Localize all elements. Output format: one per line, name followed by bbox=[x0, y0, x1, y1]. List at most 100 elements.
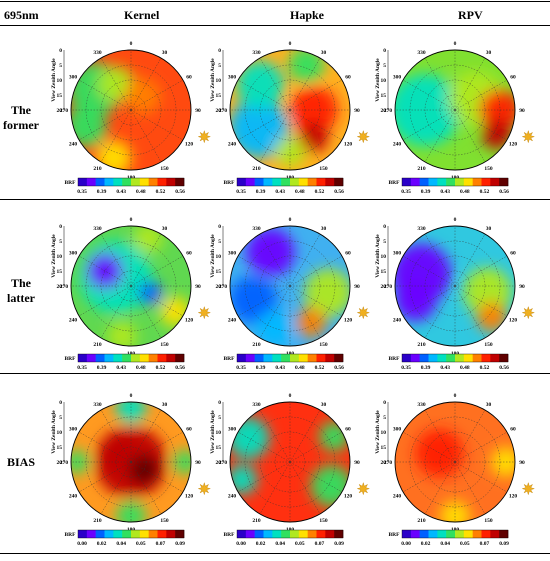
colorbar-tick-label: 0.43 bbox=[275, 189, 285, 195]
radial-tick-label: 0 bbox=[218, 224, 221, 230]
header-rule bbox=[0, 25, 550, 26]
azimuth-tick-label: 330 bbox=[93, 50, 102, 56]
azimuth-tick-label: 210 bbox=[252, 166, 261, 172]
azimuth-tick-label: 150 bbox=[484, 342, 493, 348]
colorbar-tick-label: 0.07 bbox=[315, 541, 325, 547]
colorbar-tick-label: 0.56 bbox=[334, 365, 344, 371]
sun-icon bbox=[521, 129, 536, 144]
radial-tick-label: 10 bbox=[216, 430, 222, 436]
colorbar-swatch bbox=[148, 354, 158, 362]
colorbar-swatch bbox=[157, 530, 167, 538]
colorbar-tick-label: 0.39 bbox=[97, 189, 107, 195]
header-col-rpv: RPV bbox=[458, 8, 483, 22]
azimuth-tick-label: 0 bbox=[289, 393, 292, 399]
polar-border bbox=[394, 225, 516, 347]
radial-tick-label: 15 bbox=[57, 269, 63, 275]
azimuth-tick-label: 300 bbox=[69, 427, 78, 433]
colorbar-swatch bbox=[245, 530, 255, 538]
brf-blob bbox=[133, 226, 164, 254]
header-corner: 695nm bbox=[4, 8, 39, 22]
grid-spoke bbox=[100, 57, 132, 111]
radial-tick-label: 5 bbox=[59, 239, 62, 245]
colorbar-swatch bbox=[402, 530, 412, 538]
colorbar-tick-label: 0.07 bbox=[480, 541, 490, 547]
azimuth-tick-label: 60 bbox=[345, 251, 351, 257]
grid-spoke bbox=[289, 285, 321, 339]
colorbar-tick-label: 0.56 bbox=[334, 189, 344, 195]
radial-tick-label: 10 bbox=[381, 430, 387, 436]
colorbar-swatch bbox=[245, 354, 255, 362]
colorbar-swatch bbox=[139, 178, 149, 186]
azimuth-tick-label: 240 bbox=[69, 494, 78, 500]
colorbar-tick-label: 0.52 bbox=[480, 189, 490, 195]
grid-spoke bbox=[402, 255, 456, 287]
colorbar-tick-label: 0.48 bbox=[295, 365, 305, 371]
grid-spoke bbox=[454, 233, 486, 287]
row-label-line: former bbox=[3, 118, 39, 132]
colorbar-frame bbox=[401, 353, 509, 363]
radial-tick-label: 15 bbox=[57, 93, 63, 99]
colorbar-swatch bbox=[166, 530, 176, 538]
colorbar-tick-label: 0.48 bbox=[295, 189, 305, 195]
colorbar-tick-label: 0.52 bbox=[315, 365, 325, 371]
colorbar-swatch bbox=[455, 178, 465, 186]
grid-spoke bbox=[402, 461, 456, 493]
polar-border bbox=[70, 225, 192, 347]
grid-spoke bbox=[237, 431, 291, 463]
colorbar-swatch bbox=[86, 354, 96, 362]
colorbar-swatch bbox=[113, 354, 123, 362]
radial-tick-label: 15 bbox=[381, 93, 387, 99]
row-label-former: The former bbox=[0, 103, 42, 133]
colorbar-tick-label: 0.02 bbox=[256, 541, 266, 547]
colorbar-swatch bbox=[402, 354, 412, 362]
colorbar-label: BRF bbox=[65, 356, 77, 362]
azimuth-tick-label: 270 bbox=[384, 460, 393, 466]
radial-tick-label: 20 bbox=[216, 284, 222, 290]
radial-tick-label: 0 bbox=[218, 48, 221, 54]
colorbar-swatch bbox=[78, 354, 88, 362]
radial-tick-label: 5 bbox=[383, 239, 386, 245]
grid-spoke bbox=[289, 109, 343, 141]
colorbar-tick-label: 0.00 bbox=[236, 541, 246, 547]
radial-tick-label: 10 bbox=[57, 430, 63, 436]
azimuth-tick-label: 270 bbox=[384, 108, 393, 114]
grid-spoke bbox=[454, 409, 486, 463]
colorbar-swatch bbox=[334, 178, 344, 186]
azimuth-tick-label: 90 bbox=[354, 284, 360, 290]
grid-spoke bbox=[130, 409, 162, 463]
radial-tick-label: 0 bbox=[383, 224, 386, 230]
azimuth-tick-label: 330 bbox=[417, 226, 426, 232]
colorbar-swatch bbox=[122, 530, 132, 538]
azimuth-tick-label: 120 bbox=[509, 318, 518, 324]
colorbar-tick-label: 0.09 bbox=[334, 541, 344, 547]
grid-spoke bbox=[237, 79, 291, 111]
row-label-bias: BIAS bbox=[0, 455, 42, 470]
colorbar-swatch bbox=[139, 530, 149, 538]
radial-tick-label: 5 bbox=[383, 63, 386, 69]
radial-tick-label: 20 bbox=[57, 108, 63, 114]
colorbar-tick-label: 0.05 bbox=[136, 541, 146, 547]
azimuth-tick-label: 90 bbox=[195, 460, 201, 466]
top-rule bbox=[0, 1, 550, 2]
colorbar-tick-label: 0.43 bbox=[440, 189, 450, 195]
grid-spoke bbox=[289, 79, 343, 111]
azimuth-tick-label: 60 bbox=[186, 427, 192, 433]
colorbar-swatch bbox=[113, 530, 123, 538]
colorbar-swatch bbox=[245, 178, 255, 186]
colorbar-swatch bbox=[104, 178, 114, 186]
panel-blobs bbox=[79, 226, 191, 346]
azimuth-tick-label: 0 bbox=[454, 393, 457, 399]
brf-blob bbox=[256, 310, 293, 346]
azimuth-tick-label: 60 bbox=[345, 427, 351, 433]
azimuth-tick-label: 210 bbox=[93, 518, 102, 524]
colorbar-tick-label: 0.48 bbox=[460, 189, 470, 195]
polar-border bbox=[394, 49, 516, 171]
radial-tick-label: 0 bbox=[218, 400, 221, 406]
colorbar-swatch bbox=[307, 354, 317, 362]
radial-tick-label: 0 bbox=[59, 48, 62, 54]
colorbar-tick-label: 0.35 bbox=[236, 365, 246, 371]
sun-icon bbox=[356, 129, 371, 144]
azimuth-tick-label: 30 bbox=[486, 402, 492, 408]
azimuth-tick-label: 0 bbox=[289, 217, 292, 223]
colorbar-swatch bbox=[481, 178, 491, 186]
